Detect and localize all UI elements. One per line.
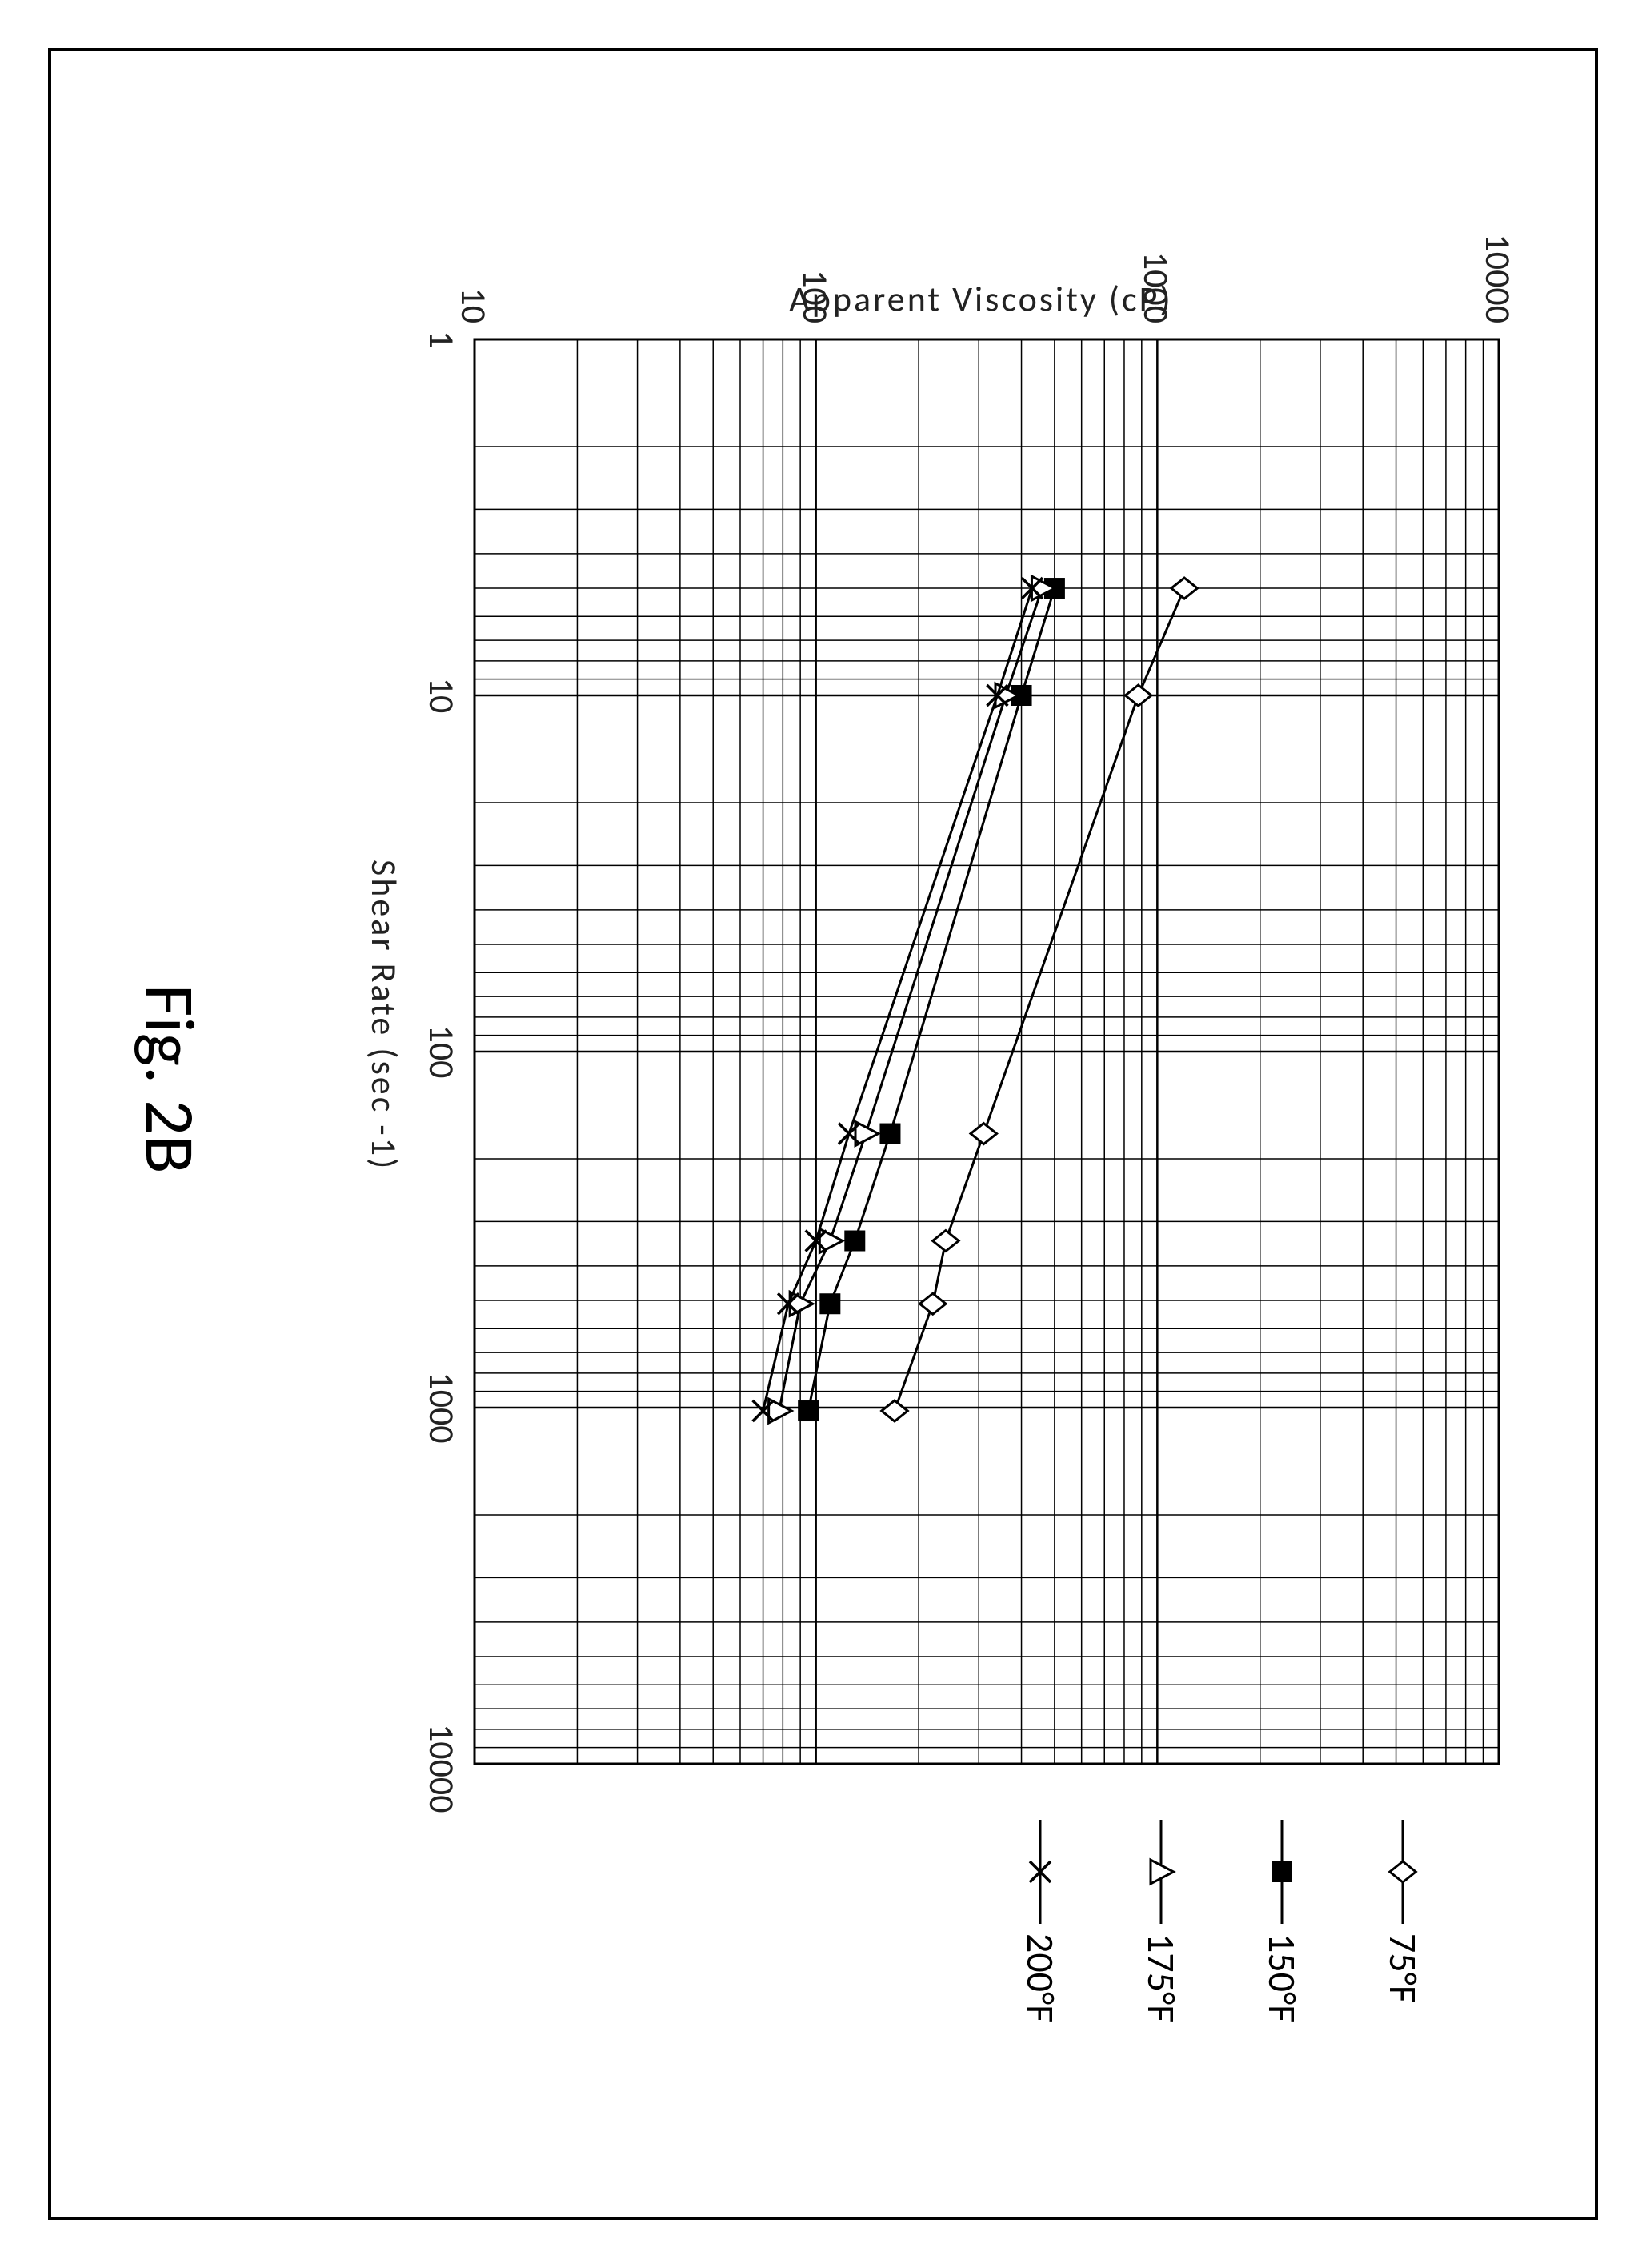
legend-label: 150°F bbox=[1259, 1933, 1306, 2022]
x-tick-label: 100 bbox=[420, 1012, 463, 1092]
legend-item: 175°F bbox=[1138, 1820, 1185, 2022]
figure-caption: Fig. 2B bbox=[127, 984, 214, 1174]
x-tick-label: 10 bbox=[420, 655, 463, 735]
y-axis-label: Apparent Viscosity (cP) bbox=[789, 278, 1172, 321]
legend-label: 75°F bbox=[1380, 1933, 1427, 2003]
landscape-rotator: Apparent Viscosity (cP) Shear Rate (sec … bbox=[0, 0, 1646, 2268]
legend-swatch bbox=[1388, 1820, 1420, 1924]
legend-swatch bbox=[1025, 1820, 1057, 1924]
chart-legend: 75°F 150°F 175°F 200°F bbox=[943, 1820, 1427, 2022]
legend-swatch bbox=[1146, 1820, 1178, 1924]
legend-label: 200°F bbox=[1017, 1933, 1064, 2022]
y-tick-label: 10000 bbox=[1476, 211, 1520, 323]
legend-item: 150°F bbox=[1259, 1820, 1306, 2022]
x-tick-label: 1000 bbox=[420, 1368, 463, 1448]
y-tick-label: 100 bbox=[794, 211, 837, 323]
y-tick-label: 10 bbox=[452, 211, 495, 323]
legend-label: 175°F bbox=[1138, 1933, 1185, 2022]
x-tick-label: 10000 bbox=[420, 1724, 463, 1804]
legend-swatch bbox=[1267, 1820, 1299, 1924]
chart-outer-frame: Apparent Viscosity (cP) Shear Rate (sec … bbox=[48, 48, 1598, 2220]
y-tick-label: 1000 bbox=[1135, 211, 1178, 323]
legend-item: 75°F bbox=[1380, 1820, 1427, 2022]
x-axis-label: Shear Rate (sec -1) bbox=[362, 860, 406, 1171]
page: Apparent Viscosity (cP) Shear Rate (sec … bbox=[0, 0, 1646, 2268]
legend-item: 200°F bbox=[1017, 1820, 1064, 2022]
